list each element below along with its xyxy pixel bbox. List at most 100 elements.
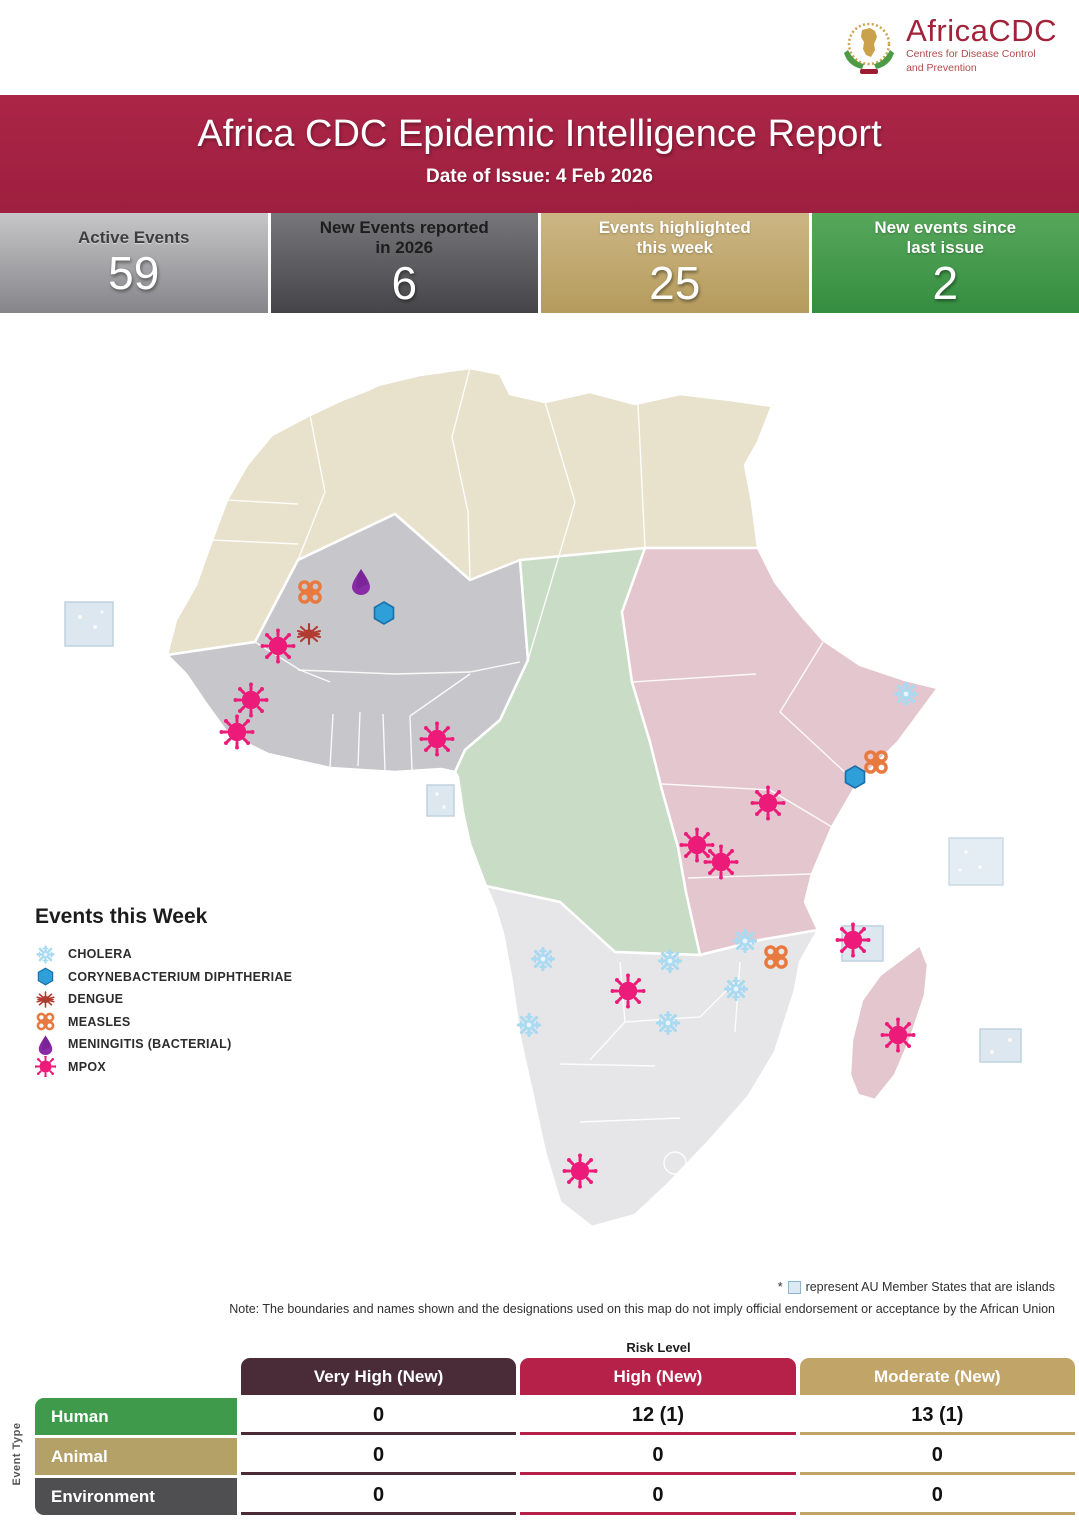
africa-events-map: Events this Week CHOLERA CORYNEBACTERIUM … bbox=[0, 322, 1079, 1316]
region-madagascar bbox=[848, 943, 930, 1102]
meningitis-icon bbox=[38, 1035, 53, 1055]
event-type-label-environment: Environment bbox=[35, 1478, 237, 1515]
boundaries-note: Note: The boundaries and names shown and… bbox=[229, 1302, 1055, 1316]
marker-cholera bbox=[732, 928, 758, 954]
islands-footnote-text: represent AU Member States that are isla… bbox=[805, 1280, 1055, 1294]
marker-mpox bbox=[879, 1016, 917, 1054]
risk-table-row-human: Human 0 12 (1) 13 (1) bbox=[35, 1398, 1076, 1435]
marker-cholera bbox=[516, 1012, 542, 1038]
risk-level-table: Very High (New) High (New) Moderate (New) H… bbox=[35, 1358, 1076, 1518]
logo-brand: AfricaCDC bbox=[906, 13, 1057, 48]
stat-label: Active Events bbox=[78, 228, 190, 247]
stat-label: New events since last issue bbox=[874, 218, 1017, 257]
marker-mpox bbox=[259, 627, 297, 665]
event-type-label-animal: Animal bbox=[35, 1438, 237, 1475]
risk-table-row-animal: Animal 0 0 0 bbox=[35, 1438, 1076, 1475]
legend-label: CHOLERA bbox=[68, 947, 132, 962]
legend-item-measles: MEASLES bbox=[35, 1011, 292, 1034]
marker-cholera bbox=[655, 1010, 681, 1036]
risk-count-cell: 0 bbox=[240, 1478, 517, 1515]
stat-new-since-last-issue: New events since last issue 2 bbox=[811, 213, 1079, 313]
logo-subline2: and Prevention bbox=[906, 62, 977, 74]
region-southern-africa bbox=[484, 884, 820, 1229]
marker-cholera bbox=[530, 946, 556, 972]
stat-value: 2 bbox=[932, 257, 959, 309]
island-box-seychelles bbox=[948, 837, 1004, 886]
africa-cdc-emblem-icon bbox=[844, 22, 895, 74]
risk-table-row-environment: Environment 0 0 0 bbox=[35, 1478, 1076, 1515]
africa-map-svg bbox=[64, 366, 1022, 1229]
marker-cholera bbox=[893, 681, 919, 707]
islands-footnote: * represent AU Member States that are is… bbox=[778, 1280, 1055, 1294]
summary-stats-row: Active Events 59 New Events reported in … bbox=[0, 213, 1079, 313]
legend-label: DENGUE bbox=[68, 992, 124, 1007]
mpox-icon bbox=[35, 1056, 56, 1078]
risk-level-axis-label: Risk Level bbox=[626, 1340, 691, 1355]
cholera-icon bbox=[36, 945, 55, 964]
marker-diphtheria bbox=[844, 765, 866, 789]
island-box-icon bbox=[787, 1280, 801, 1294]
marker-mpox bbox=[678, 826, 716, 864]
legend-item-diphtheria: CORYNEBACTERIUM DIPHTHERIAE bbox=[35, 966, 292, 989]
risk-count-cell: 12 (1) bbox=[520, 1398, 796, 1435]
island-state-boxes bbox=[64, 601, 1022, 1063]
country-borders bbox=[211, 367, 851, 1175]
risk-count-cell: 0 bbox=[520, 1438, 796, 1475]
report-date: Date of Issue: 4 Feb 2026 bbox=[425, 166, 654, 187]
island-box-cape-verde bbox=[64, 601, 114, 647]
marker-mpox bbox=[418, 720, 456, 758]
legend-item-meningitis: MENINGITIS (BACTERIAL) bbox=[35, 1033, 292, 1056]
diphtheria-icon bbox=[37, 967, 54, 986]
risk-count-cell: 0 bbox=[799, 1478, 1076, 1515]
island-box-sao-tome bbox=[426, 784, 455, 817]
stat-label: Events highlighted this week bbox=[598, 218, 751, 257]
marker-mpox bbox=[702, 843, 740, 881]
legend-label: MPOX bbox=[68, 1059, 107, 1074]
legend-item-dengue: DENGUE bbox=[35, 988, 292, 1011]
report-header-band: Africa CDC Epidemic Intelligence Report … bbox=[0, 95, 1079, 213]
marker-cholera bbox=[657, 948, 683, 974]
marker-diphtheria bbox=[373, 601, 395, 625]
dengue-icon bbox=[36, 990, 55, 1008]
stat-value: 6 bbox=[391, 257, 418, 309]
stat-value: 25 bbox=[649, 257, 701, 309]
marker-mpox bbox=[218, 713, 256, 751]
footnote-asterisk: * bbox=[777, 1280, 783, 1294]
risk-count-cell: 0 bbox=[240, 1438, 517, 1475]
africa-cdc-logo: AfricaCDC Centres for Disease Control an… bbox=[840, 13, 1057, 78]
marker-mpox bbox=[834, 921, 872, 959]
marker-mpox bbox=[232, 681, 270, 719]
stat-events-highlighted: Events highlighted this week 25 bbox=[541, 213, 809, 313]
risk-column-header: Very High (New) bbox=[240, 1358, 517, 1395]
marker-cholera bbox=[723, 976, 749, 1002]
map-legend: Events this Week CHOLERA CORYNEBACTERIUM … bbox=[35, 905, 292, 1078]
report-title: Africa CDC Epidemic Intelligence Report bbox=[197, 113, 882, 155]
marker-mpox bbox=[609, 972, 647, 1010]
risk-count-cell: 0 bbox=[799, 1438, 1076, 1475]
event-type-label-human: Human bbox=[35, 1398, 237, 1435]
risk-column-header: Moderate (New) bbox=[799, 1358, 1075, 1395]
marker-mpox bbox=[561, 1152, 599, 1190]
legend-item-cholera: CHOLERA bbox=[35, 943, 292, 966]
stat-value: 59 bbox=[108, 247, 160, 299]
measles-icon bbox=[36, 1012, 55, 1031]
risk-count-cell: 0 bbox=[240, 1398, 517, 1435]
event-type-axis-label: Event Type bbox=[11, 1422, 23, 1486]
stat-new-events-2026: New Events reported in 2026 6 bbox=[270, 213, 538, 313]
island-box-mauritius bbox=[979, 1028, 1022, 1063]
marker-dengue bbox=[296, 622, 322, 646]
stat-active-events: Active Events 59 bbox=[0, 213, 268, 313]
stat-label: New Events reported in 2026 bbox=[319, 218, 489, 257]
risk-count-cell: 0 bbox=[520, 1478, 796, 1515]
legend-label: CORYNEBACTERIUM DIPHTHERIAE bbox=[68, 969, 293, 984]
legend-label: MENINGITIS (BACTERIAL) bbox=[68, 1037, 232, 1052]
legend-item-mpox: MPOX bbox=[35, 1056, 292, 1079]
risk-table-header-row: Very High (New) High (New) Moderate (New) bbox=[35, 1358, 1075, 1395]
risk-count-cell: 13 (1) bbox=[799, 1398, 1076, 1435]
marker-mpox bbox=[749, 784, 787, 822]
logo-subline1: Centres for Disease Control bbox=[906, 48, 1036, 60]
legend-title: Events this Week bbox=[35, 905, 208, 928]
risk-column-header: High (New) bbox=[520, 1358, 796, 1395]
legend-label: MEASLES bbox=[68, 1014, 131, 1029]
